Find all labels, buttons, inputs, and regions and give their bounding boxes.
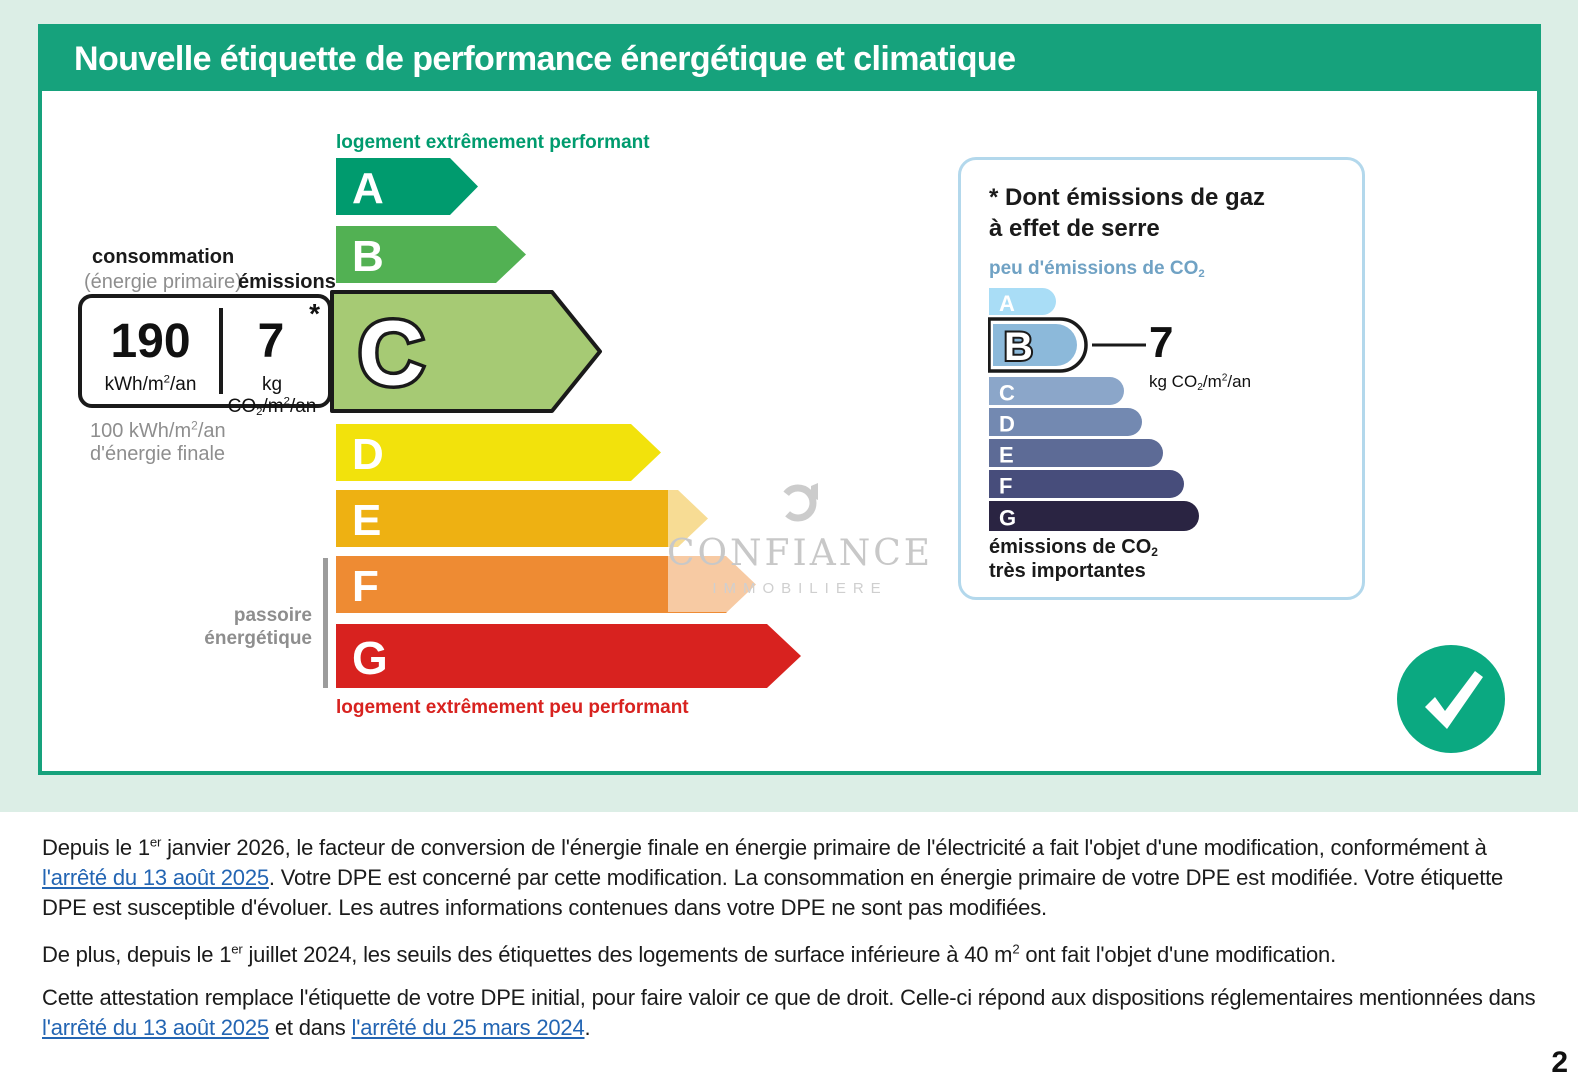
values-divider (219, 308, 223, 394)
co2-high-line1: émissions de CO2 (989, 536, 1158, 560)
energy-arrow-C (330, 290, 602, 413)
co2-bar-A (989, 288, 1056, 315)
energy-arrow-F (336, 556, 756, 613)
page-title: Nouvelle étiquette de performance énergé… (74, 40, 1016, 78)
energy-sieve-label: passoire énergétique (172, 604, 312, 650)
co2-bar-D (989, 408, 1142, 436)
energy-sieve-bracket (323, 558, 328, 688)
co2-class-letter-G: G (999, 506, 1016, 531)
co2-panel-title: * Dont émissions de gaz à effet de serre (989, 182, 1265, 244)
energy-consumption-value: 190 (110, 315, 191, 368)
agency-watermark: CONFIANCE IMMOBILIERE (650, 480, 950, 597)
co2-title-line1: * Dont émissions de gaz (989, 184, 1266, 211)
watermark-subtitle: IMMOBILIERE (712, 580, 888, 597)
energy-class-letter-D: D (352, 430, 384, 479)
page-number: 2 (1551, 1046, 1568, 1079)
legal-decree-link[interactable]: l'arrêté du 13 août 2025 (42, 865, 269, 890)
top-performance-label: logement extrêmement performant (336, 132, 650, 153)
co2-high-line2: très importantes (989, 560, 1146, 582)
energy-class-letter-G: G (352, 632, 388, 684)
co2-bar-B (993, 324, 1077, 366)
final-energy-note-line2: d'énergie finale (90, 443, 226, 465)
paragraph-conversion-factor: Depuis le 1er janvier 2026, le facteur d… (42, 834, 1504, 920)
energy-arrow-G (336, 624, 801, 688)
label-card-background: Nouvelle étiquette de performance énergé… (0, 0, 1578, 812)
energy-class-letter-F: F (352, 562, 379, 611)
energy-sieve-line2: énergétique (204, 628, 312, 649)
co2-class-letter-B: B (1004, 325, 1033, 369)
panel-header: Nouvelle étiquette de performance énergé… (42, 28, 1537, 91)
co2-high-label: émissions de CO2 très importantes (989, 535, 1158, 583)
co2-bar-G (989, 501, 1199, 531)
co2-value: 7 (1149, 318, 1174, 367)
energy-label-panel: Nouvelle étiquette de performance énergé… (38, 24, 1541, 775)
co2-value-unit: kg CO2/m2/an (1149, 372, 1252, 393)
primary-energy-label: (énergie primaire) (84, 271, 242, 293)
logo-flag (811, 483, 818, 500)
co2-title-line2: à effet de serre (989, 215, 1160, 242)
legal-text-section: Depuis le 1er janvier 2026, le facteur d… (0, 812, 1578, 1043)
paragraph-small-surface: De plus, depuis le 1er juillet 2024, les… (42, 941, 1336, 967)
co2-bar-E (989, 439, 1163, 467)
bottom-performance-label: logement extrêmement peu performant (336, 697, 689, 718)
co2-class-letter-F: F (999, 474, 1012, 499)
energy-class-letter-C: C (358, 303, 424, 405)
energy-arrow-D (336, 424, 661, 481)
legal-decree-link[interactable]: l'arrêté du 13 août 2025 (42, 1015, 269, 1040)
co2-low-label: peu d'émissions de CO2 (989, 258, 1205, 281)
co2-class-letter-A: A (999, 291, 1015, 316)
co2-emissions-value: 7 (257, 315, 285, 368)
paragraph-attestation: Cette attestation remplace l'étiquette d… (42, 985, 1536, 1040)
co2-class-letter-E: E (999, 443, 1014, 468)
energy-sieve-line1: passoire (233, 605, 312, 626)
watermark-backdrop (668, 487, 855, 612)
co2-class-letter-C: C (999, 381, 1015, 406)
legal-decree-link[interactable]: l'arrêté du 25 mars 2024 (351, 1015, 585, 1040)
consumption-label: consommation (92, 246, 235, 268)
energy-arrow-E (336, 490, 708, 547)
co2-bar-C (989, 377, 1124, 405)
co2-bar-F (989, 470, 1184, 498)
asterisk-marker: * (309, 298, 320, 329)
approved-check-icon (1397, 645, 1505, 753)
check-circle (1397, 645, 1505, 753)
energy-class-letter-A: A (352, 164, 384, 213)
co2-emissions-unit: kg CO2/m2/an (227, 374, 317, 419)
energy-consumption-unit: kWh/m2/an (104, 373, 197, 395)
co2-class-letter-D: D (999, 412, 1015, 437)
check-mark (1425, 671, 1483, 729)
watermark-name: CONFIANCE (666, 533, 934, 574)
energy-arrow-B (336, 226, 526, 283)
logo-c-ring (779, 484, 817, 522)
emissions-label: émissions (238, 271, 336, 293)
consumption-values-box: 190 kWh/m2/an 7 * kg CO2/m2/an (78, 294, 332, 418)
co2-emissions-panel: * Dont émissions de gaz à effet de serre… (958, 157, 1365, 600)
agency-logo-icon (779, 483, 818, 522)
energy-class-letter-B: B (352, 232, 384, 281)
final-energy-note: 100 kWh/m2/an d'énergie finale (90, 418, 226, 466)
energy-class-letter-E: E (352, 496, 381, 545)
energy-arrow-A (336, 158, 478, 215)
final-energy-note-line1: 100 kWh/m2/an (90, 418, 226, 442)
